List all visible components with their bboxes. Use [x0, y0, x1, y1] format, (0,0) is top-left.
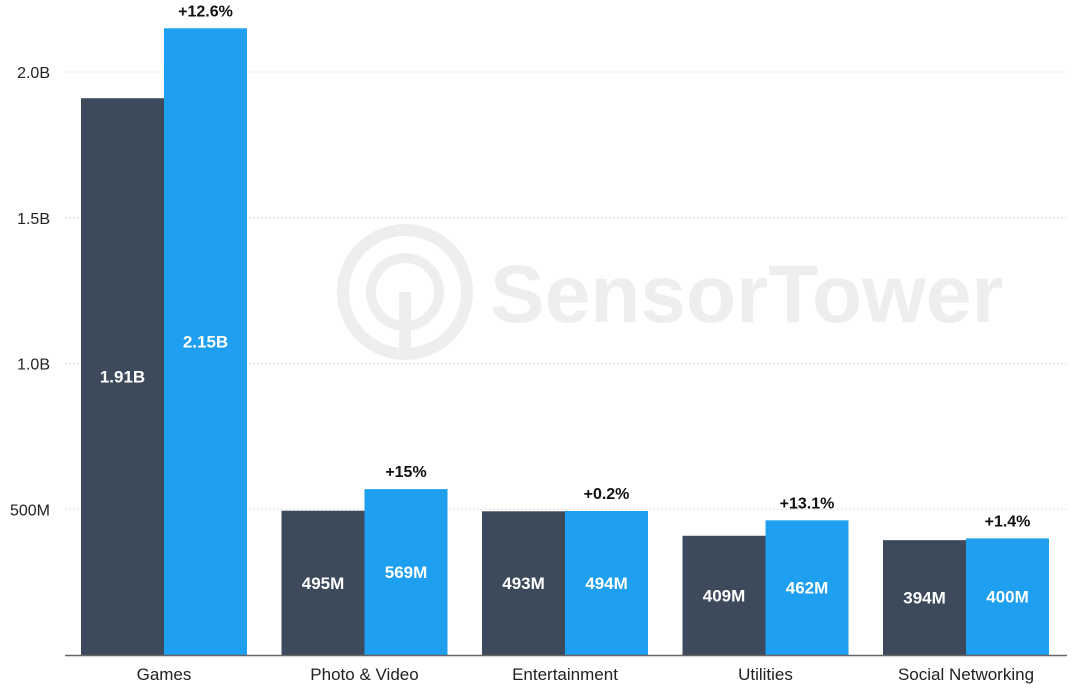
change-label: +12.6% — [178, 3, 233, 20]
x-category-label: Entertainment — [512, 665, 618, 684]
y-tick-label: 1.0B — [17, 357, 50, 374]
bar-series-a — [281, 510, 365, 655]
change-label: +15% — [385, 464, 426, 481]
change-label: +1.4% — [985, 513, 1031, 530]
watermark-text: SensorTower — [490, 249, 1003, 340]
bar-series-a — [682, 535, 766, 655]
bar-value-label: 2.15B — [183, 333, 228, 352]
bar-series-a — [883, 540, 966, 655]
bar-value-label: 462M — [786, 579, 829, 598]
change-label: +0.2% — [584, 486, 630, 503]
bar-value-label: 493M — [502, 574, 545, 593]
y-tick-label: 1.5B — [17, 211, 50, 228]
bar-value-label: 394M — [903, 589, 946, 608]
bar-series-a — [81, 98, 164, 656]
x-category-label: Photo & Video — [310, 665, 418, 684]
bar-value-label: 1.91B — [100, 368, 145, 387]
bar-series-b — [364, 489, 448, 655]
bars — [81, 28, 1049, 656]
y-tick-label: 2.0B — [17, 65, 50, 82]
x-axis-categories: Games Photo & Video Entertainment Utilities… — [137, 665, 1034, 684]
x-category-label: Utilities — [738, 665, 793, 684]
bar-value-label: 569M — [385, 563, 428, 582]
bar-series-b — [966, 538, 1049, 655]
bar-value-label: 409M — [703, 586, 746, 605]
gridlines — [65, 71, 1067, 510]
bar-series-b — [164, 28, 247, 655]
bar-series-b — [565, 510, 648, 655]
bar-value-label: 400M — [986, 588, 1029, 607]
bar-series-b — [765, 520, 849, 655]
bar-labels: 1.91B 2.15B +12.6% 495M 569M +15% 493M 494M +0.2… — [100, 3, 1031, 607]
bar-series-a — [482, 511, 565, 655]
x-category-label: Games — [137, 665, 192, 684]
y-tick-label: 500M — [10, 502, 50, 519]
watermark-logo-stem-icon — [399, 292, 411, 354]
x-category-label: Social Networking — [898, 665, 1034, 684]
y-axis-ticks: 500M 1.0B 1.5B 2.0B — [10, 65, 50, 519]
bar-value-label: 495M — [302, 574, 345, 593]
change-label: +13.1% — [780, 495, 835, 512]
bar-value-label: 494M — [585, 574, 628, 593]
watermark: SensorTower — [337, 224, 1003, 360]
